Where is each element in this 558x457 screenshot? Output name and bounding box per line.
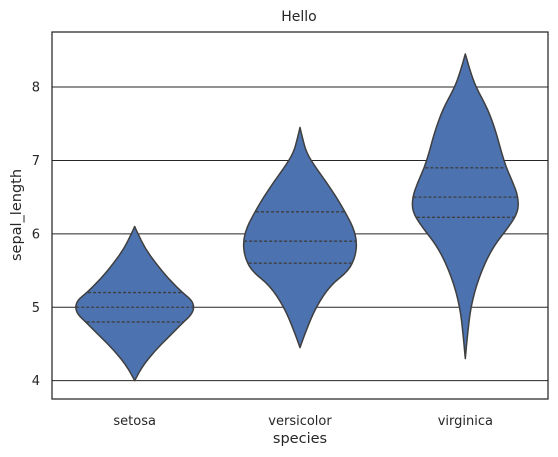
x-tick-label: virginica xyxy=(438,414,493,429)
violin-setosa xyxy=(75,225,195,382)
y-tick-label: 5 xyxy=(32,301,40,316)
plot-frame xyxy=(51,31,549,400)
violin-versicolor xyxy=(242,126,358,349)
x-axis-label: species xyxy=(273,431,327,447)
y-tick-label: 7 xyxy=(32,154,40,169)
x-axis-ticks: setosa versicolor virginica xyxy=(113,414,493,429)
y-axis-label: sepal_length xyxy=(9,169,25,261)
y-tick-label: 4 xyxy=(32,374,40,389)
y-tick-label: 6 xyxy=(32,227,40,242)
x-tick-label: versicolor xyxy=(268,414,332,429)
violin-virginica xyxy=(411,53,519,360)
violins xyxy=(75,53,519,382)
y-tick-label: 8 xyxy=(32,81,40,96)
y-axis-ticks: 4 5 6 7 8 xyxy=(32,81,40,390)
x-tick-label: setosa xyxy=(113,414,156,429)
chart-title: Hello xyxy=(281,9,317,25)
